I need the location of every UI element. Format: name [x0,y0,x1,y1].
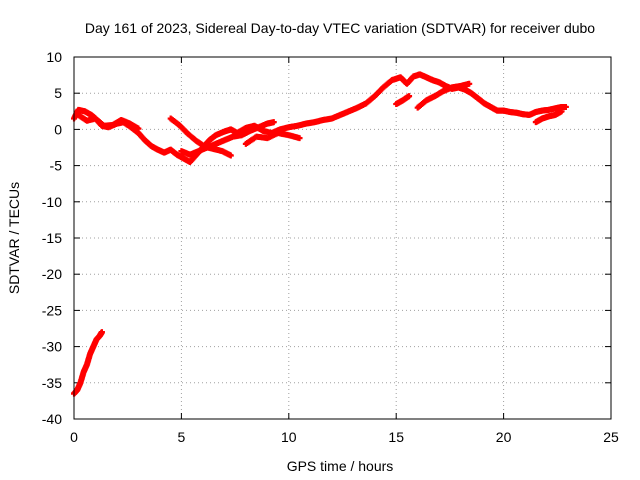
data-point [406,93,413,100]
y-tick-label: -10 [42,194,62,210]
gridlines [74,57,611,419]
x-tick-label: 0 [70,429,78,445]
series-secondary-trace-5 [393,93,413,108]
data-series-group [71,71,569,397]
series-secondary-trace-7 [532,108,565,126]
data-point [98,329,105,336]
series-early-descent-trace [71,329,105,397]
data-point [296,135,303,142]
y-tick-label: -25 [42,302,62,318]
x-tick-label: 5 [178,429,186,445]
series-secondary-trace-4 [242,130,303,147]
x-tick-label: 15 [388,429,404,445]
x-axis-label: GPS time / hours [287,458,394,474]
series-secondary-trace-1 [75,111,142,132]
y-tick-label: 5 [54,85,62,101]
data-point [562,103,569,110]
y-tick-label: -20 [42,266,62,282]
x-tick-label: 10 [281,429,297,445]
x-tick-label: 20 [496,429,512,445]
y-tick-label: -35 [42,375,62,391]
series-main-trace [71,71,569,165]
series-secondary-trace-3 [178,119,277,158]
y-tick-label: -5 [50,158,63,174]
y-tick-label: -15 [42,230,62,246]
data-point [466,80,473,87]
chart-title: Day 161 of 2023, Sidereal Day-to-day VTE… [85,20,595,36]
x-tick-label: 25 [603,429,619,445]
y-axis-label: SDTVAR / TECUs [6,182,22,294]
data-point [227,152,234,159]
data-point [135,125,142,132]
y-tick-label: -30 [42,339,62,355]
y-tick-label: 10 [46,49,62,65]
series-secondary-trace-6 [414,80,473,111]
y-tick-label: -40 [42,411,62,427]
data-point [558,108,565,115]
plot-frame [73,56,612,420]
y-tick-label: 0 [54,121,62,137]
data-point [270,119,277,126]
y-tick-marks: -40 -35 -30 -25 -20 -15 -10 -5 0 5 10 [42,49,611,427]
